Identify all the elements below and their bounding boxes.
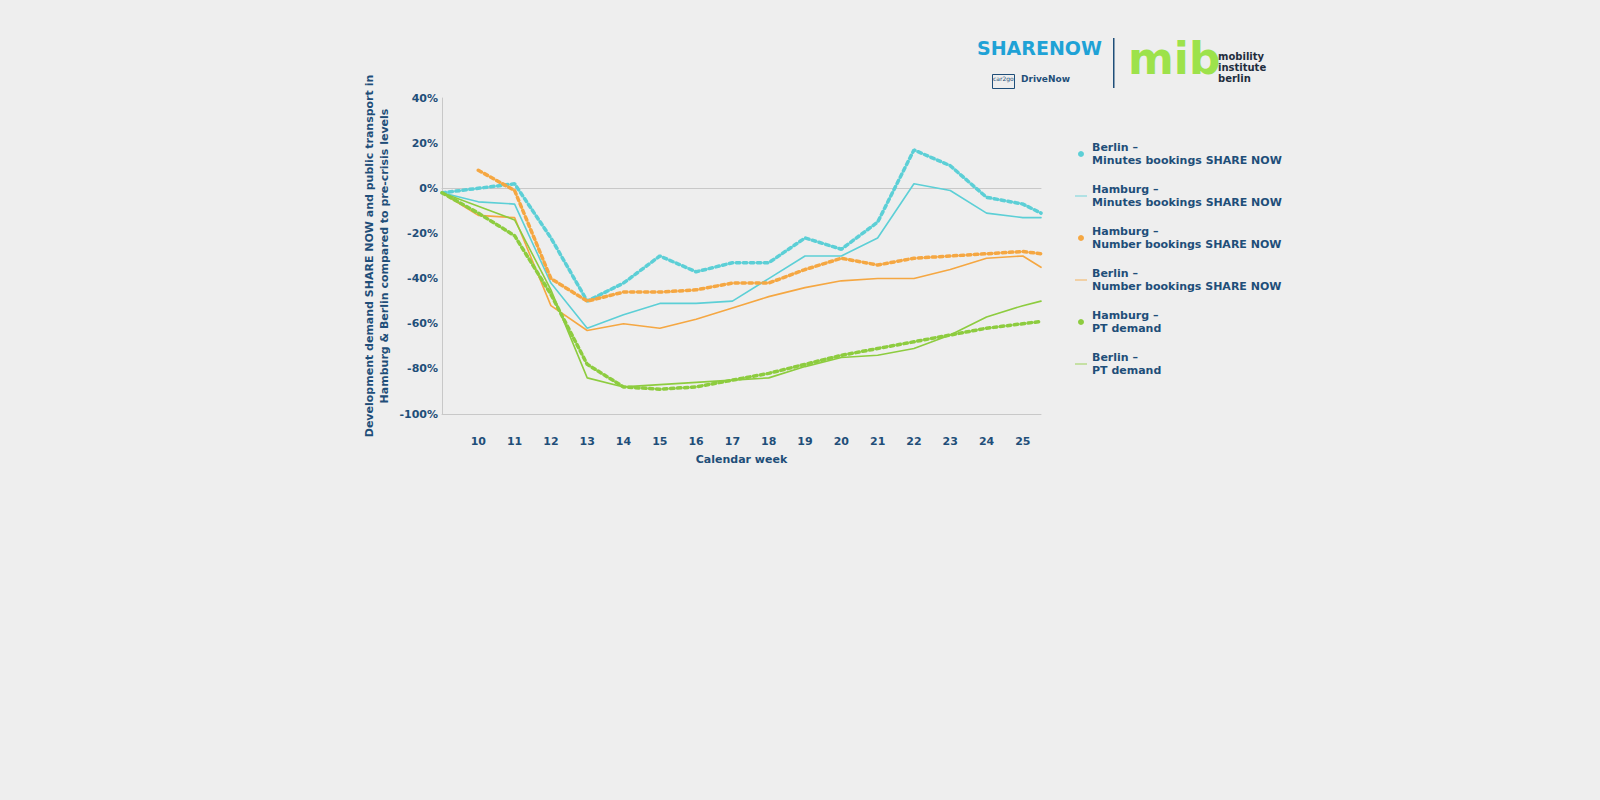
svg-text:Minutes bookings SHARE NOW: Minutes bookings SHARE NOW: [1092, 154, 1282, 167]
svg-text:Minutes bookings SHARE NOW: Minutes bookings SHARE NOW: [1092, 196, 1282, 209]
svg-text:40%: 40%: [412, 92, 438, 105]
svg-text:Development demand SHARE NOW a: Development demand SHARE NOW and public …: [363, 75, 376, 437]
svg-text:0%: 0%: [419, 182, 438, 195]
svg-text:SHARENOW: SHARENOW: [977, 37, 1102, 59]
svg-text:Calendar week: Calendar week: [696, 453, 788, 466]
svg-text:-80%: -80%: [407, 362, 438, 375]
svg-text:16: 16: [688, 435, 704, 448]
svg-text:13: 13: [580, 435, 595, 448]
svg-text:18: 18: [761, 435, 776, 448]
svg-text:PT demand: PT demand: [1092, 364, 1161, 377]
svg-text:20: 20: [834, 435, 850, 448]
svg-text:Hamburg & Berlin compared to p: Hamburg & Berlin compared to pre-crisis …: [378, 108, 391, 403]
svg-text:Berlin –: Berlin –: [1092, 141, 1138, 154]
svg-text:car2go: car2go: [993, 75, 1014, 83]
svg-text:10: 10: [471, 435, 487, 448]
svg-text:PT demand: PT demand: [1092, 322, 1161, 335]
svg-text:-20%: -20%: [407, 227, 438, 240]
svg-text:mobility: mobility: [1218, 51, 1265, 62]
svg-text:15: 15: [652, 435, 667, 448]
svg-text:Hamburg –: Hamburg –: [1092, 309, 1158, 322]
svg-text:mib: mib: [1128, 33, 1220, 84]
svg-text:Hamburg –: Hamburg –: [1092, 225, 1158, 238]
svg-text:12: 12: [543, 435, 558, 448]
svg-text:21: 21: [870, 435, 885, 448]
svg-text:Number bookings SHARE NOW: Number bookings SHARE NOW: [1092, 238, 1281, 251]
svg-text:-40%: -40%: [407, 272, 438, 285]
svg-text:25: 25: [1015, 435, 1030, 448]
svg-text:20%: 20%: [412, 137, 438, 150]
svg-text:Berlin –: Berlin –: [1092, 267, 1138, 280]
svg-text:24: 24: [979, 435, 995, 448]
svg-text:11: 11: [507, 435, 522, 448]
svg-text:Berlin –: Berlin –: [1092, 351, 1138, 364]
svg-text:19: 19: [797, 435, 812, 448]
svg-text:23: 23: [943, 435, 958, 448]
svg-text:-100%: -100%: [399, 408, 438, 421]
svg-text:-60%: -60%: [407, 317, 438, 330]
svg-text:berlin: berlin: [1218, 73, 1251, 84]
svg-text:22: 22: [906, 435, 921, 448]
svg-text:institute: institute: [1218, 62, 1266, 73]
svg-text:Number bookings SHARE NOW: Number bookings SHARE NOW: [1092, 280, 1281, 293]
svg-text:17: 17: [725, 435, 740, 448]
svg-text:14: 14: [616, 435, 632, 448]
svg-text:Hamburg –: Hamburg –: [1092, 183, 1158, 196]
svg-text:DriveNow: DriveNow: [1021, 74, 1070, 84]
